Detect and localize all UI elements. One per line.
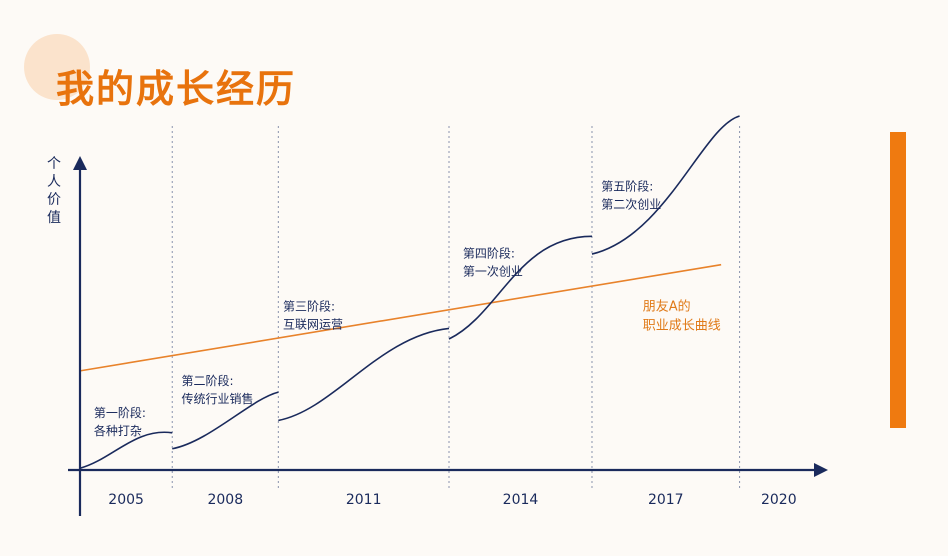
growth-curve-segment-5: [591, 115, 740, 255]
stage-1-title: 第一阶段:: [94, 405, 146, 420]
x-axis-arrow: [814, 463, 828, 477]
stage-5-title: 第五阶段:: [601, 178, 653, 193]
accent-side-bar: [890, 132, 906, 428]
stage-2-description: 传统行业销售: [181, 391, 253, 406]
friend-career-line: [79, 263, 722, 372]
stage-5-description: 第二次创业: [601, 197, 661, 211]
stage-2-title: 第二阶段:: [181, 373, 233, 388]
y-axis-arrow: [73, 156, 87, 170]
stage-4-title: 第四阶段:: [463, 246, 515, 261]
growth-curve-segment-4: [448, 235, 592, 340]
decorative-circle: [24, 34, 90, 100]
x-tick-label: 2011: [346, 492, 382, 508]
y-axis-title-char: 人: [47, 174, 61, 190]
growth-curve-segment-2: [172, 391, 279, 450]
x-tick-label: 2017: [648, 492, 684, 508]
growth-curve-segment-3: [278, 327, 450, 422]
y-axis-title-char: 个: [47, 156, 61, 172]
x-tick-label: 2005: [108, 492, 144, 508]
x-tick-label: 2008: [207, 492, 243, 508]
y-axis-title-char: 价: [47, 192, 61, 208]
x-tick-label: 2014: [503, 492, 539, 508]
stage-1-description: 各种打杂: [94, 423, 142, 438]
stage-3-title: 第三阶段:: [283, 299, 335, 314]
stage-4-description: 第一次创业: [463, 265, 523, 279]
growth-curve-segment-1: [79, 431, 173, 470]
y-axis-title-char: 值: [47, 210, 61, 226]
friend-line-label-2: 职业成长曲线: [643, 319, 721, 334]
x-tick-label: 2020: [761, 492, 797, 508]
friend-line-label-1: 朋友A的: [643, 299, 691, 315]
page-title: 我的成长经历: [56, 67, 297, 111]
stage-3-description: 互联网运营: [283, 318, 343, 332]
